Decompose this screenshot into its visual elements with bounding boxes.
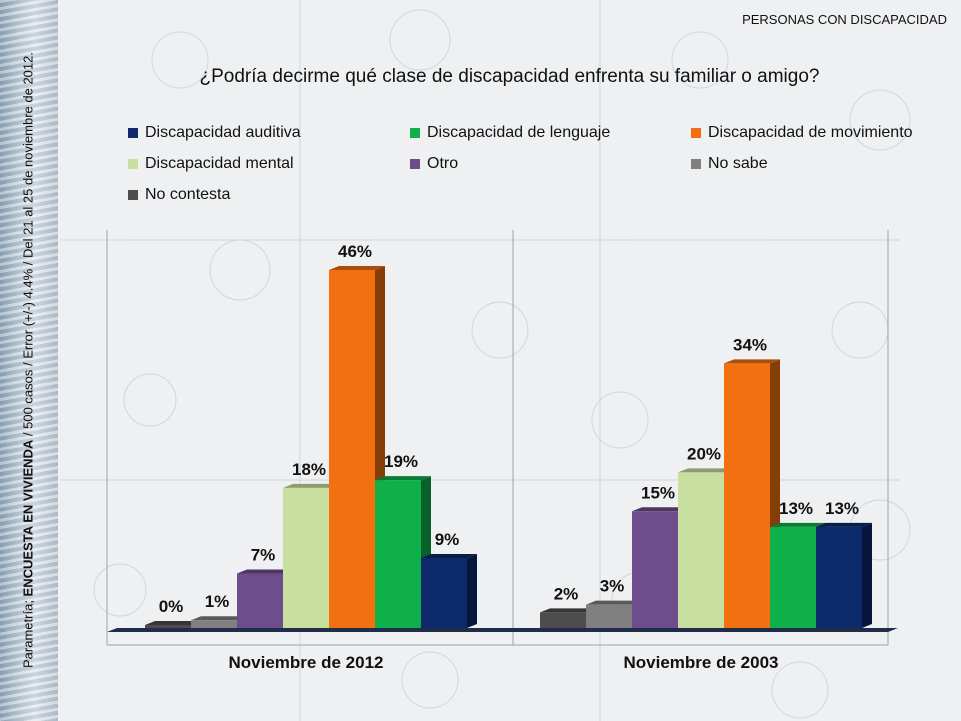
legend-item-no-contesta: No contesta xyxy=(128,186,230,204)
bar-front xyxy=(816,526,862,628)
legend-label: Discapacidad mental xyxy=(145,155,294,172)
bar-front xyxy=(237,573,283,628)
data-label: 1% xyxy=(205,592,230,611)
data-label: 9% xyxy=(435,530,460,549)
legend-item-discapacidad-de-lenguaje: Discapacidad de lenguaje xyxy=(410,124,610,142)
bar-top xyxy=(145,621,201,625)
bar-front xyxy=(283,487,329,628)
bar-noviembre-de-2012-discapacidad-auditiva xyxy=(421,553,477,628)
legend-item-no-sabe: No sabe xyxy=(691,155,768,173)
bar-top xyxy=(724,359,780,364)
category-label: Noviembre de 2012 xyxy=(229,653,384,672)
legend-swatch xyxy=(410,159,420,169)
bar-side xyxy=(862,522,872,628)
legend-swatch xyxy=(691,159,701,169)
bar-front xyxy=(329,270,375,628)
bar-top xyxy=(375,476,431,481)
bar-front xyxy=(145,625,191,628)
bar-top xyxy=(191,616,247,621)
legend-label: No contesta xyxy=(145,186,231,203)
legend-swatch xyxy=(128,159,138,169)
bar-front xyxy=(678,472,724,628)
bar-top xyxy=(770,522,826,527)
legend-label: Otro xyxy=(427,155,459,172)
bar-front xyxy=(770,526,816,628)
bar-top xyxy=(421,553,477,558)
bar-top xyxy=(329,266,385,270)
legend-swatch xyxy=(691,128,701,138)
bar-front xyxy=(375,480,421,628)
bar-top xyxy=(283,483,339,488)
chart-title: ¿Podría decirme qué clase de discapacida… xyxy=(199,66,820,87)
legend-label: Discapacidad de movimiento xyxy=(708,124,913,141)
data-label: 7% xyxy=(251,546,276,565)
bar-top xyxy=(632,507,688,512)
bar-noviembre-de-2003-discapacidad-auditiva xyxy=(816,522,872,628)
bar-front xyxy=(586,604,632,628)
data-label: 13% xyxy=(779,499,813,518)
section-label: PERSONAS CON DISCAPACIDAD xyxy=(742,12,947,27)
bar-front xyxy=(421,557,467,628)
bar-top xyxy=(586,600,642,605)
legend-item-discapacidad-mental: Discapacidad mental xyxy=(128,155,294,173)
bar-front xyxy=(724,363,770,628)
legend-label: Discapacidad auditiva xyxy=(145,124,301,141)
category-label: Noviembre de 2003 xyxy=(624,653,779,672)
data-label: 46% xyxy=(338,242,372,261)
legend-swatch xyxy=(128,128,138,138)
bar-top xyxy=(540,608,596,613)
bar-front xyxy=(632,511,678,628)
bar-top xyxy=(237,569,293,574)
legend-swatch xyxy=(410,128,420,138)
data-label: 18% xyxy=(292,460,326,479)
data-label: 34% xyxy=(733,335,767,354)
bar-front xyxy=(191,620,237,628)
bar-front xyxy=(540,612,586,628)
legend-item-discapacidad-de-movimiento: Discapacidad de movimiento xyxy=(691,124,913,142)
data-label: 3% xyxy=(600,577,625,596)
bar-top xyxy=(816,522,872,527)
chart-floor xyxy=(107,628,898,632)
bar-side xyxy=(467,553,477,628)
data-label: 19% xyxy=(384,452,418,471)
legend-label: Discapacidad de lenguaje xyxy=(427,124,611,141)
data-label: 0% xyxy=(159,597,184,616)
data-label: 20% xyxy=(687,444,721,463)
data-label: 15% xyxy=(641,483,675,502)
legend-item-discapacidad-auditiva: Discapacidad auditiva xyxy=(128,124,301,142)
legend-item-otro: Otro xyxy=(410,155,458,173)
data-label: 2% xyxy=(554,584,579,603)
data-label: 13% xyxy=(825,499,859,518)
legend-label: No sabe xyxy=(708,155,768,172)
bar-top xyxy=(678,468,734,473)
left-decorative-strip xyxy=(0,0,58,721)
legend-swatch xyxy=(128,190,138,200)
